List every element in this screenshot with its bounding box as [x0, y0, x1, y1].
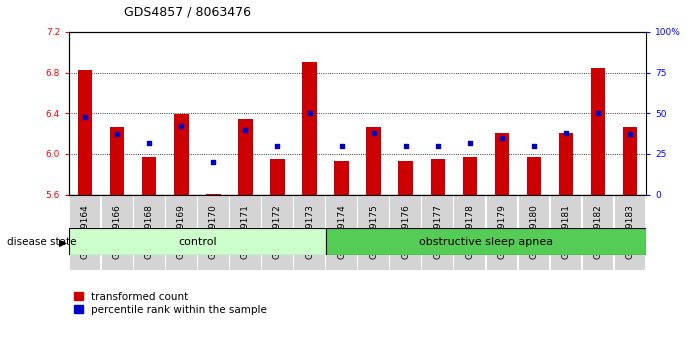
Point: [272, 143, 283, 149]
Point: [176, 124, 187, 129]
Bar: [559, 133, 573, 195]
Bar: [325, 228, 646, 255]
Text: ▶: ▶: [59, 238, 67, 247]
Text: obstructive sleep apnea: obstructive sleep apnea: [419, 236, 553, 247]
Point: [400, 143, 411, 149]
Point: [112, 132, 123, 137]
Point: [208, 159, 219, 165]
Point: [432, 143, 443, 149]
Point: [496, 135, 507, 141]
Bar: [623, 126, 637, 195]
Point: [304, 110, 315, 116]
Point: [368, 130, 379, 136]
Point: [144, 140, 155, 145]
Bar: [462, 157, 477, 195]
Bar: [174, 114, 189, 195]
Bar: [591, 69, 605, 195]
Bar: [206, 194, 220, 195]
Point: [592, 110, 603, 116]
Point: [529, 143, 540, 149]
Legend: transformed count, percentile rank within the sample: transformed count, percentile rank withi…: [75, 292, 267, 315]
Bar: [270, 159, 285, 195]
Bar: [334, 161, 349, 195]
Text: control: control: [178, 236, 217, 247]
Bar: [302, 62, 316, 195]
Point: [464, 140, 475, 145]
Bar: [69, 228, 325, 255]
Text: GDS4857 / 8063476: GDS4857 / 8063476: [124, 5, 252, 18]
Bar: [238, 119, 253, 195]
Text: disease state: disease state: [7, 238, 77, 247]
Bar: [366, 126, 381, 195]
Bar: [430, 159, 445, 195]
Bar: [495, 133, 509, 195]
Bar: [110, 126, 124, 195]
Bar: [527, 157, 541, 195]
Bar: [78, 69, 93, 195]
Point: [240, 127, 251, 132]
Point: [79, 114, 91, 119]
Bar: [142, 157, 156, 195]
Point: [336, 143, 347, 149]
Point: [625, 132, 636, 137]
Bar: [399, 161, 413, 195]
Point: [560, 130, 571, 136]
